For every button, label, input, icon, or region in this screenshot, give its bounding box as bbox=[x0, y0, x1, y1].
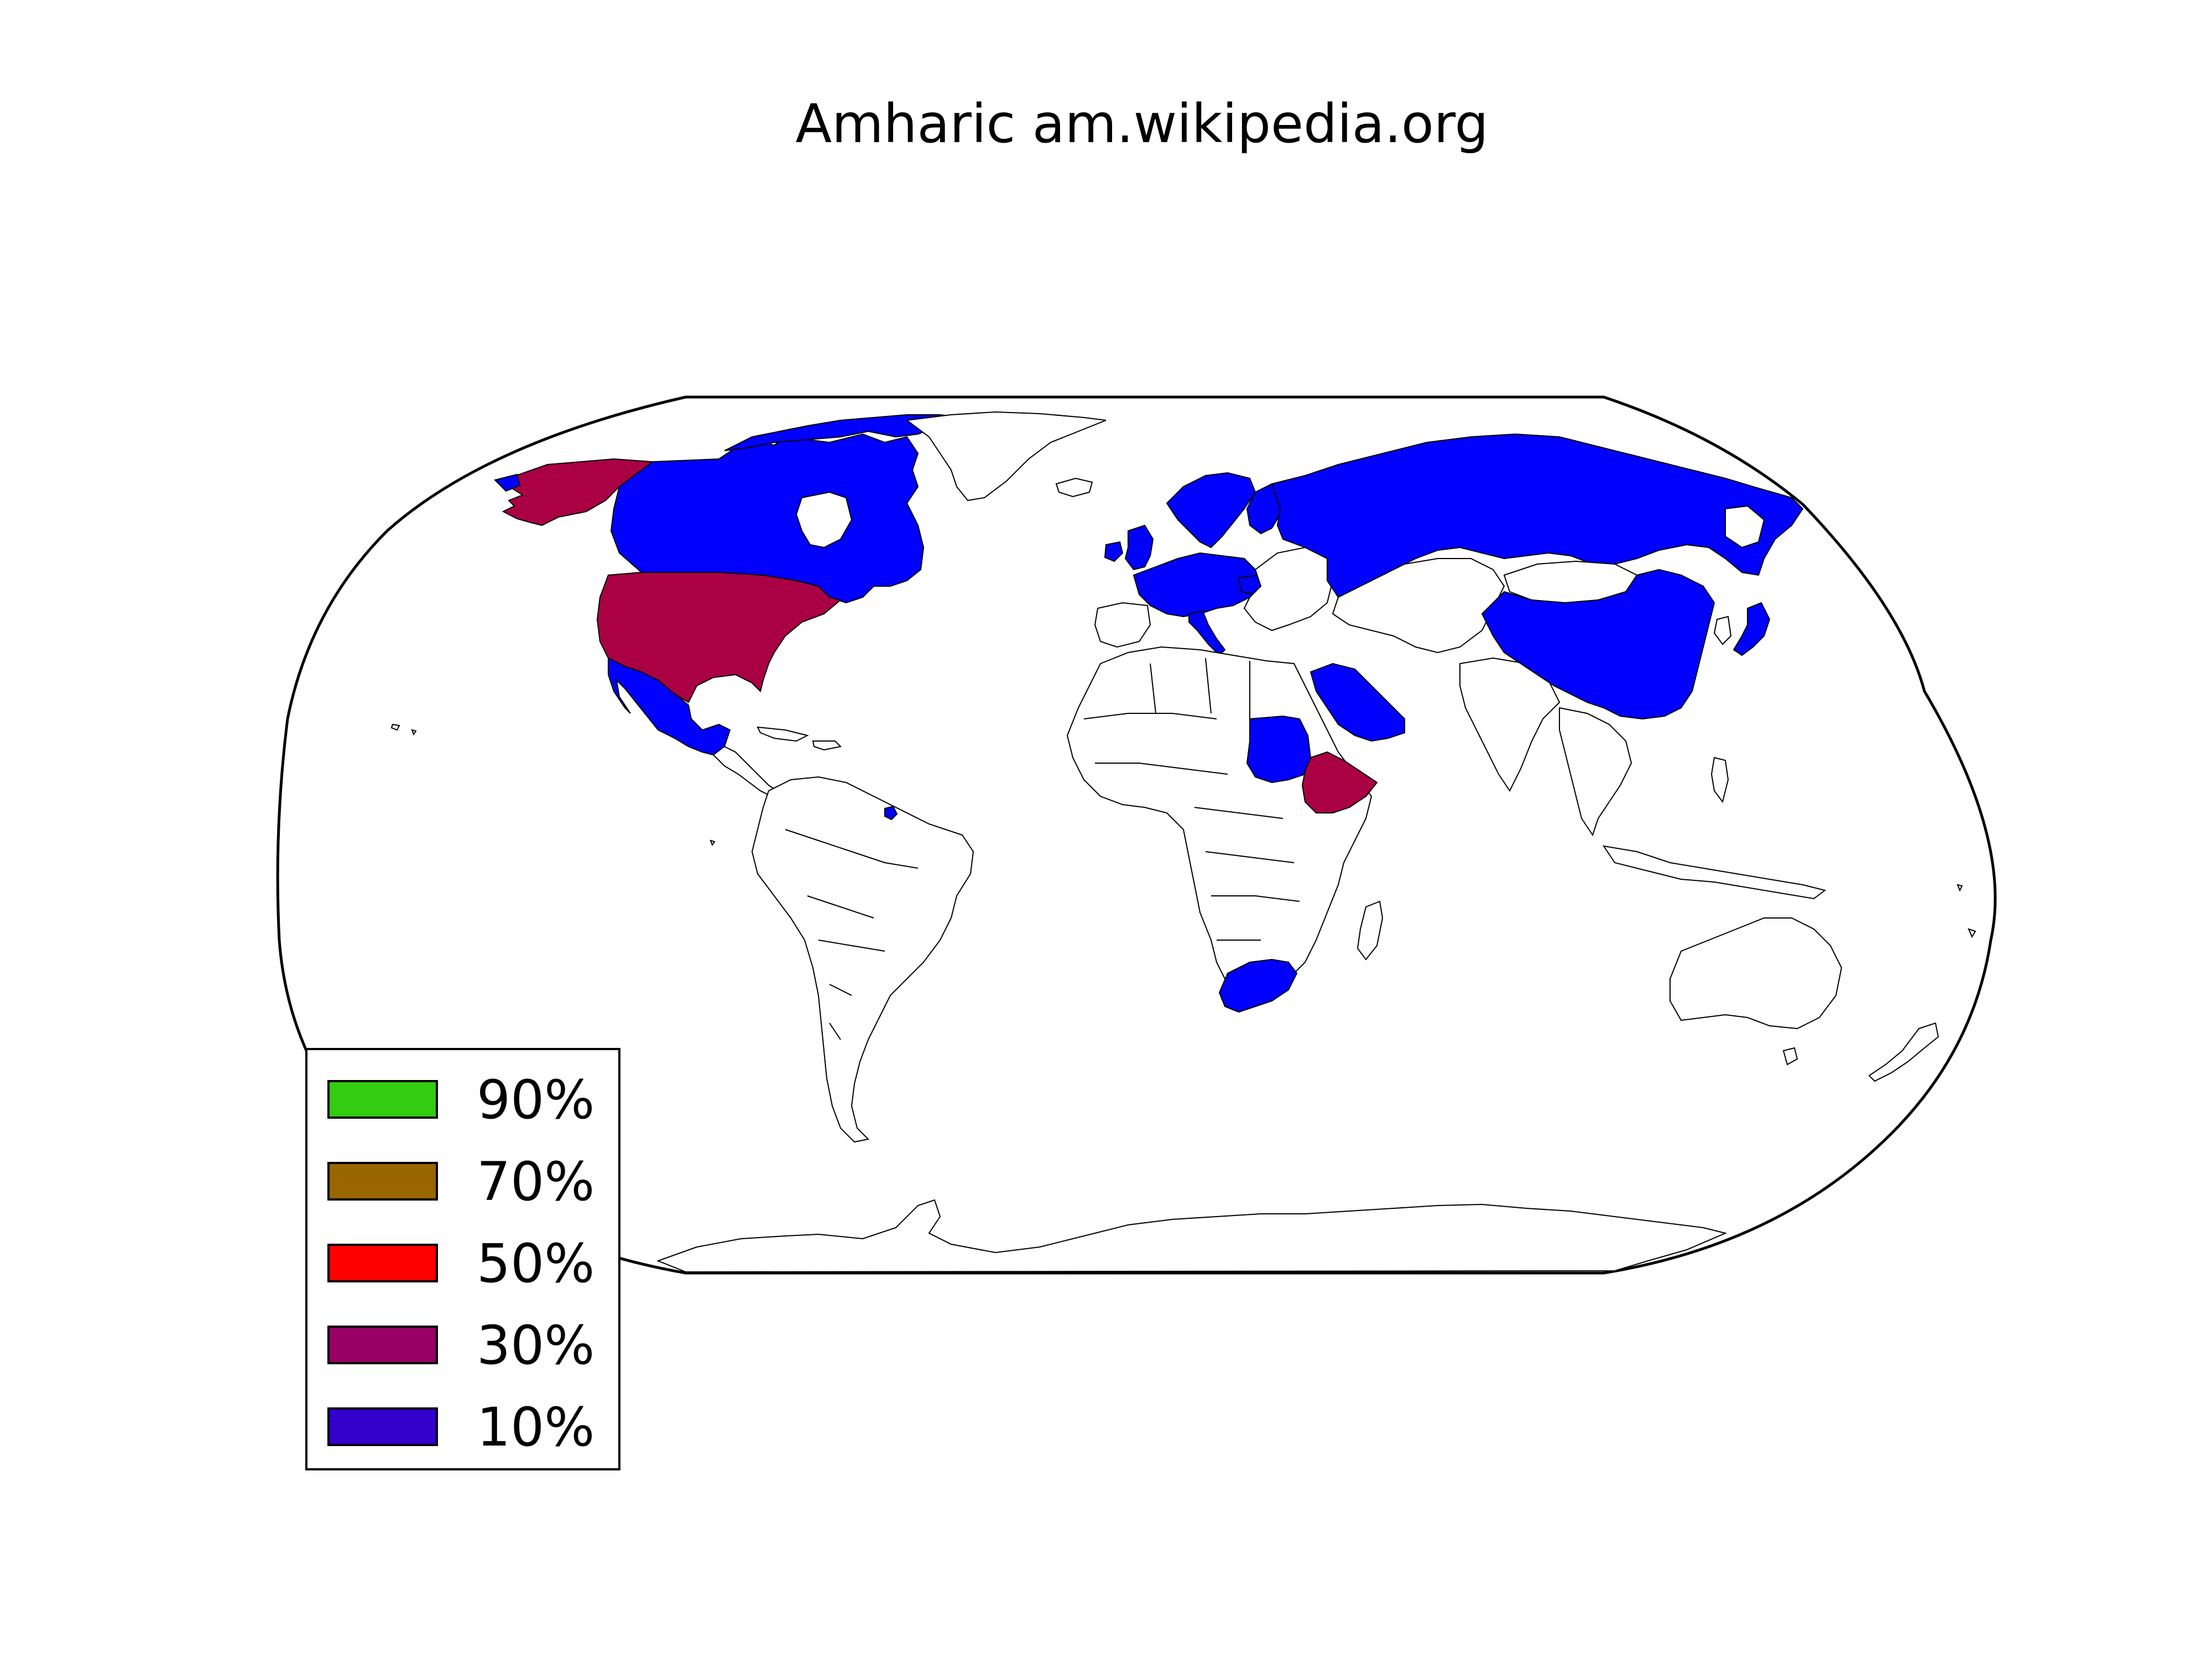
country-sudan bbox=[1246, 715, 1312, 784]
philippines bbox=[1710, 757, 1729, 804]
map-title: Amharic am.wikipedia.org bbox=[795, 93, 1489, 155]
legend-label-50: 50% bbox=[477, 1233, 595, 1295]
legend-swatch-10 bbox=[327, 1407, 438, 1446]
legend-label-10: 10% bbox=[477, 1396, 595, 1458]
legend-swatch-70 bbox=[327, 1162, 438, 1201]
new-zealand bbox=[1868, 1022, 1939, 1082]
country-suriname bbox=[884, 805, 898, 821]
southeast-asia bbox=[1559, 707, 1632, 837]
legend-label-90: 90% bbox=[477, 1069, 595, 1131]
legend-swatch-50 bbox=[327, 1244, 438, 1282]
central-asia bbox=[1332, 558, 1505, 654]
country-norway-sweden bbox=[1166, 472, 1256, 549]
legend-swatch-30 bbox=[327, 1326, 438, 1364]
korea bbox=[1713, 615, 1732, 645]
hispaniola bbox=[812, 740, 842, 751]
madagascar bbox=[1357, 900, 1384, 961]
country-united-kingdom bbox=[1124, 524, 1154, 571]
country-ireland bbox=[1104, 541, 1124, 562]
country-ethiopia bbox=[1301, 751, 1378, 813]
indonesia bbox=[1602, 845, 1827, 900]
antarctica bbox=[656, 1199, 1728, 1273]
country-mexico bbox=[608, 657, 731, 756]
country-china bbox=[1481, 568, 1715, 720]
legend: 90% 70% 50% 30% 10% bbox=[305, 1048, 620, 1470]
legend-swatch-90 bbox=[327, 1080, 438, 1119]
country-alaska-islands bbox=[494, 473, 521, 492]
legend-label-70: 70% bbox=[477, 1151, 595, 1213]
legend-label-30: 30% bbox=[477, 1314, 595, 1376]
pacific-islands bbox=[390, 723, 1976, 938]
country-japan bbox=[1733, 602, 1771, 656]
cuba bbox=[757, 726, 809, 742]
country-italy bbox=[1188, 610, 1226, 656]
hudson-bay bbox=[795, 491, 853, 549]
sea-of-okhotsk bbox=[1725, 505, 1765, 549]
country-south-africa bbox=[1218, 958, 1298, 1013]
country-alaska bbox=[499, 458, 654, 526]
australia bbox=[1670, 917, 1843, 1030]
country-saudi-arabia bbox=[1310, 662, 1405, 742]
africa-borders bbox=[1083, 658, 1300, 941]
iceland bbox=[1055, 477, 1093, 498]
iberia bbox=[1094, 602, 1151, 648]
south-america-borders bbox=[785, 829, 919, 1040]
tasmania bbox=[1782, 1047, 1798, 1066]
greenland bbox=[905, 411, 1107, 502]
